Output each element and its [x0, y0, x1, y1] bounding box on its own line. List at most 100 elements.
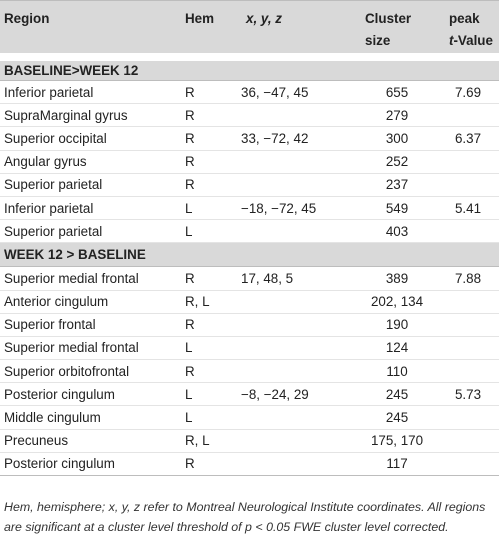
cell-peak [437, 359, 499, 384]
table-body: BASELINE>WEEK 12 Inferior parietal R 36, −4… [0, 52, 499, 477]
cell-hem: R [181, 313, 239, 337]
table-row: Superior medial frontal R 17, 48, 5 389 7.88 [0, 266, 499, 291]
header-peak-t: t [449, 33, 454, 48]
cell-xyz: 36, −47, 45 [239, 80, 357, 105]
cell-region: Angular gyrus [0, 150, 181, 174]
cell-hem: R [181, 126, 239, 151]
table-row: Superior parietal L 403 [0, 219, 499, 244]
cell-xyz [239, 359, 357, 384]
cell-cluster: 202, 134 [357, 290, 437, 314]
section-header-row: WEEK 12 > BASELINE [0, 242, 499, 268]
cell-xyz [239, 219, 357, 244]
cell-hem: R [181, 150, 239, 174]
cell-hem: L [181, 405, 239, 430]
cell-cluster: 245 [357, 405, 437, 430]
table-row: Inferior parietal L −18, −72, 45 549 5.41 [0, 196, 499, 221]
cell-hem: L [181, 382, 239, 407]
cell-cluster: 117 [357, 452, 437, 477]
cell-region: Inferior parietal [0, 80, 181, 105]
header-cluster-line2: size [365, 33, 391, 48]
table-row: Posterior cingulum R 117 [0, 452, 499, 477]
cell-cluster: 300 [357, 126, 437, 151]
cell-region: Posterior cingulum [0, 452, 181, 477]
cell-peak: 5.73 [437, 382, 499, 407]
cell-peak [437, 452, 499, 477]
cell-region: Precuneus [0, 429, 181, 453]
cell-cluster: 279 [357, 103, 437, 128]
cell-hem: L [181, 219, 239, 244]
header-cluster-line1: Cluster [365, 11, 412, 26]
cell-hem: R [181, 266, 239, 291]
cell-xyz [239, 405, 357, 430]
table-row: Inferior parietal R 36, −47, 45 655 7.69 [0, 80, 499, 105]
cell-peak [437, 313, 499, 337]
cell-region: Superior medial frontal [0, 266, 181, 291]
cell-region: Superior medial frontal [0, 336, 181, 361]
cell-hem: R, L [181, 429, 239, 453]
cell-xyz: −8, −24, 29 [239, 382, 357, 407]
section-header-row: BASELINE>WEEK 12 [0, 52, 499, 81]
cell-region: Anterior cingulum [0, 290, 181, 314]
cell-peak [437, 405, 499, 430]
cell-xyz [239, 452, 357, 477]
results-table-container: Region Hem x, y, z Cluster size peak t-V… [0, 0, 499, 477]
cell-peak [437, 290, 499, 314]
cell-region: Superior parietal [0, 173, 181, 197]
cell-region: Superior occipital [0, 126, 181, 151]
cell-cluster: 175, 170 [357, 429, 437, 453]
results-table: Region Hem x, y, z Cluster size peak t-V… [0, 0, 499, 477]
cell-cluster: 124 [357, 336, 437, 361]
cell-peak [437, 103, 499, 128]
header-peak-line1: peak [449, 11, 480, 26]
cell-hem: L [181, 336, 239, 361]
table-row: Superior occipital R 33, −72, 42 300 6.37 [0, 126, 499, 151]
cell-region: Superior parietal [0, 219, 181, 244]
cell-cluster: 655 [357, 80, 437, 105]
cell-xyz [239, 150, 357, 174]
cell-peak: 7.69 [437, 80, 499, 105]
cell-peak [437, 219, 499, 244]
table-row: Posterior cingulum L −8, −24, 29 245 5.73 [0, 382, 499, 407]
cell-region: Superior frontal [0, 313, 181, 337]
cell-region: Superior orbitofrontal [0, 359, 181, 384]
section-label: BASELINE>WEEK 12 [0, 52, 499, 81]
cell-peak: 6.37 [437, 126, 499, 151]
cell-peak [437, 173, 499, 197]
cell-xyz: 33, −72, 42 [239, 126, 357, 151]
cell-hem: R [181, 80, 239, 105]
header-row: Region Hem x, y, z Cluster size peak t-V… [0, 0, 499, 57]
cell-xyz [239, 429, 357, 453]
cell-cluster: 549 [357, 196, 437, 221]
cell-cluster: 245 [357, 382, 437, 407]
cell-peak: 7.88 [437, 266, 499, 291]
header-region: Region [0, 0, 181, 57]
cell-peak: 5.41 [437, 196, 499, 221]
table-row: SupraMarginal gyrus R 279 [0, 103, 499, 128]
cell-hem: R [181, 173, 239, 197]
header-peak-t-value: peak t-Value [437, 0, 499, 57]
cell-cluster: 190 [357, 313, 437, 337]
cell-hem: L [181, 196, 239, 221]
cell-peak [437, 150, 499, 174]
cell-hem: R [181, 359, 239, 384]
header-hem: Hem [181, 0, 239, 57]
table-row: Superior frontal R 190 [0, 313, 499, 337]
cell-region: SupraMarginal gyrus [0, 103, 181, 128]
table-footnote: Hem, hemisphere; x, y, z refer to Montre… [4, 500, 486, 534]
cell-cluster: 403 [357, 219, 437, 244]
cell-hem: R, L [181, 290, 239, 314]
table-row: Superior parietal R 237 [0, 173, 499, 197]
cell-xyz: 17, 48, 5 [239, 266, 357, 291]
table-row: Angular gyrus R 252 [0, 150, 499, 174]
cell-xyz [239, 290, 357, 314]
cell-cluster: 237 [357, 173, 437, 197]
cell-hem: R [181, 452, 239, 477]
header-peak-value: -Value [453, 33, 493, 48]
cell-peak [437, 336, 499, 361]
cell-xyz [239, 313, 357, 337]
cell-cluster: 110 [357, 359, 437, 384]
table-row: Middle cingulum L 245 [0, 405, 499, 430]
table-header: Region Hem x, y, z Cluster size peak t-V… [0, 0, 499, 57]
cell-region: Posterior cingulum [0, 382, 181, 407]
table-row: Superior orbitofrontal R 110 [0, 359, 499, 384]
